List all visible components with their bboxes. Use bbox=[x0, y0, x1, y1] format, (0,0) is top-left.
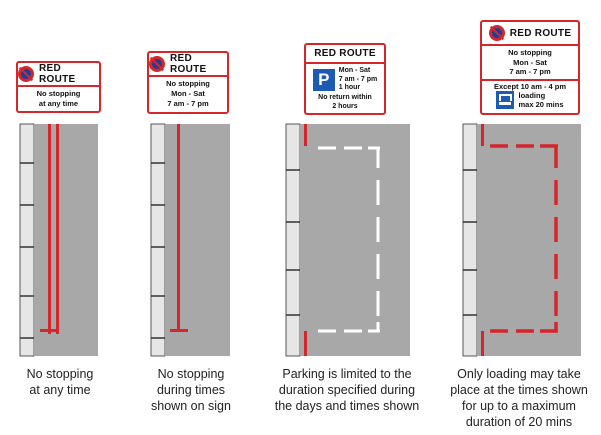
no-stopping-icon bbox=[488, 25, 505, 41]
no-stopping-icon bbox=[18, 66, 34, 82]
caption-line: during times bbox=[156, 383, 226, 397]
sign-line: No stopping bbox=[166, 79, 210, 88]
kerb-stones bbox=[150, 123, 166, 357]
caption-line: for up to a maximum bbox=[462, 399, 576, 413]
road-panel-3 bbox=[285, 123, 410, 357]
sign-line: No stopping bbox=[36, 89, 81, 98]
loading-bay-dashed-red bbox=[490, 144, 558, 333]
red-line-ends bbox=[304, 124, 307, 356]
sign-line: 7 am - 7 pm bbox=[167, 99, 209, 108]
sign-header: RED ROUTE bbox=[170, 53, 207, 75]
road-surface bbox=[300, 124, 410, 356]
sign-line: Mon - Sat bbox=[171, 89, 205, 98]
red-line-ends bbox=[481, 124, 484, 356]
loading-icon bbox=[496, 90, 515, 109]
caption-3: Parking is limited to the duration speci… bbox=[267, 366, 427, 414]
caption-line: at any time bbox=[29, 383, 91, 397]
sign-body: No stopping Mon - Sat 7 am - 7 pm bbox=[482, 44, 578, 79]
sign-line: 2 hours bbox=[332, 102, 358, 110]
sign-header: RED ROUTE bbox=[509, 27, 572, 39]
caption-line: Parking is limited to the bbox=[282, 367, 412, 381]
caption-1: No stopping at any time bbox=[0, 366, 140, 398]
sign-line: max 20 mins bbox=[518, 99, 564, 109]
sign-body: No stopping at any time bbox=[18, 85, 99, 111]
sign-line: at any time bbox=[38, 99, 79, 108]
caption-line: No stopping bbox=[26, 367, 94, 381]
sign-header: RED ROUTE bbox=[39, 63, 76, 85]
kerb-stones bbox=[19, 123, 35, 357]
road-surface bbox=[165, 124, 230, 356]
sign-line: Mon - Sat bbox=[338, 67, 371, 74]
road-panel-4 bbox=[462, 123, 581, 357]
road-surface bbox=[477, 124, 581, 356]
red-route-sign-3: RED ROUTE P Mon - Sat 7 am - 7 pm 1 hour… bbox=[304, 43, 386, 115]
kerb-stones bbox=[462, 123, 478, 357]
sign-line: 1 hour bbox=[338, 84, 361, 91]
caption-line: the days and times shown bbox=[274, 399, 420, 413]
caption-line: duration of 20 mins bbox=[465, 415, 573, 429]
sign-line: Except 10 am - 4 pm bbox=[493, 81, 567, 91]
sign-body: No stopping Mon - Sat 7 am - 7 pm bbox=[149, 75, 227, 111]
sign-line: No return within bbox=[318, 93, 372, 101]
double-red-line bbox=[40, 124, 59, 334]
red-route-sign-1: RED ROUTE No stopping at any time bbox=[16, 61, 101, 113]
sign-line: Mon - Sat bbox=[513, 57, 547, 67]
parking-bay-markings bbox=[318, 146, 380, 333]
caption-line: duration specified during bbox=[278, 383, 416, 397]
sign-line: 7 am - 7 pm bbox=[509, 67, 551, 76]
sign-line: No stopping bbox=[508, 48, 552, 57]
caption-4: Only loading may take place at the times… bbox=[439, 366, 599, 430]
kerb-stones bbox=[285, 123, 301, 357]
road-panel-1 bbox=[19, 123, 98, 357]
sign-line: 7 am - 7 pm bbox=[338, 75, 378, 83]
no-stopping-icon bbox=[149, 56, 165, 72]
sign-body: P Mon - Sat 7 am - 7 pm 1 hour No return… bbox=[306, 62, 384, 113]
caption-line: Only loading may take bbox=[457, 367, 581, 381]
road-panel-2 bbox=[150, 123, 230, 357]
red-route-sign-4: RED ROUTE No stopping Mon - Sat 7 am - 7… bbox=[480, 20, 580, 115]
sign-except-panel: Except 10 am - 4 pm loading max 20 mins bbox=[482, 78, 578, 110]
caption-line: place at the times shown bbox=[450, 383, 588, 397]
caption-line: No stopping bbox=[157, 367, 225, 381]
caption-line: shown on sign bbox=[151, 399, 231, 413]
single-red-line bbox=[170, 124, 188, 332]
sign-line: loading bbox=[518, 90, 546, 100]
caption-2: No stopping during times shown on sign bbox=[111, 366, 271, 414]
red-route-sign-2: RED ROUTE No stopping Mon - Sat 7 am - 7… bbox=[147, 51, 229, 114]
road-surface bbox=[34, 124, 98, 356]
sign-header: RED ROUTE bbox=[314, 48, 376, 59]
parking-icon: P bbox=[312, 68, 335, 91]
